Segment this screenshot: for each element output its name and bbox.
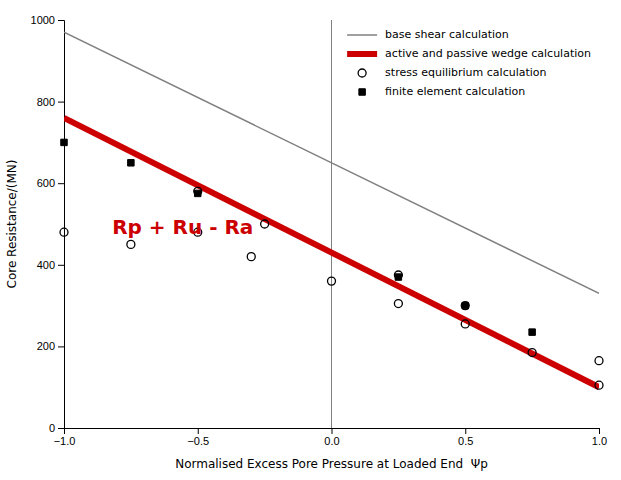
legend-item: active and passive wedge calculation — [347, 47, 591, 60]
data-point — [394, 300, 402, 308]
y-axis: 0 200 400 600 800 1000 — [31, 14, 65, 434]
tick-label: 400 — [37, 259, 55, 271]
tick-mark — [58, 183, 64, 184]
annotation: Rp + Ru - Ra — [112, 215, 253, 239]
tick-label: 1000 — [31, 14, 55, 26]
legend: base shear calculation active and passive… — [347, 28, 591, 98]
tick-mark — [58, 346, 64, 347]
data-point — [247, 253, 255, 261]
tick-mark — [58, 102, 64, 103]
axis-line — [58, 21, 65, 429]
data-point — [461, 302, 469, 310]
tick-label: 0.5 — [458, 435, 473, 447]
tick: 200 — [37, 340, 64, 352]
tick-mark — [198, 428, 199, 434]
legend-label: stress equilibrium calculation — [385, 66, 546, 79]
data-point — [529, 329, 535, 335]
tick-label: 0.0 — [324, 435, 339, 447]
chart: −1.0 −0.5 0.0 0.5 1.0 0 200 400 600 800 1000 Rp + R… — [0, 0, 621, 480]
tick: 400 — [37, 259, 64, 271]
legend-swatch — [347, 34, 377, 36]
data-point — [528, 349, 536, 357]
data-point — [595, 381, 603, 389]
tick-label: 1.0 — [592, 435, 607, 447]
plot: −1.0 −0.5 0.0 0.5 1.0 0 200 400 600 800 1000 Rp + R… — [31, 14, 608, 447]
reference-line — [331, 20, 332, 428]
data-point — [595, 357, 603, 365]
tick: 800 — [37, 96, 64, 108]
tick-label: 200 — [37, 340, 55, 352]
axis-line — [65, 429, 600, 435]
tick-mark — [58, 265, 64, 266]
tick-mark — [599, 428, 600, 434]
y-axis-title: Core Resistance/(MN) — [5, 160, 19, 289]
data-point — [261, 220, 269, 228]
legend-item: base shear calculation — [347, 28, 509, 41]
marks — [60, 20, 603, 428]
x-axis: −1.0 −0.5 0.0 0.5 1.0 — [54, 428, 608, 447]
series-line — [64, 118, 599, 387]
tick-label: 0 — [49, 422, 55, 434]
tick: 1000 — [31, 14, 64, 26]
data-point — [60, 228, 68, 236]
legend-item: finite element calculation — [359, 85, 525, 98]
tick: 1.0 — [592, 428, 607, 447]
data-point — [61, 139, 67, 145]
tick-mark — [465, 428, 466, 434]
legend-label: base shear calculation — [385, 28, 509, 41]
data-point — [395, 274, 401, 280]
legend-swatch — [358, 69, 366, 77]
tick-label: 800 — [37, 96, 55, 108]
data-point — [461, 320, 469, 328]
legend-label: active and passive wedge calculation — [385, 47, 591, 60]
tick: −1.0 — [54, 428, 76, 447]
tick: −0.5 — [187, 428, 209, 447]
data-point — [127, 240, 135, 248]
tick: 0.5 — [458, 428, 473, 447]
tick: 0 — [49, 422, 64, 434]
tick-mark — [58, 20, 64, 21]
legend-swatch — [347, 51, 377, 57]
tick-mark — [332, 428, 333, 434]
tick-label: −1.0 — [54, 435, 76, 447]
data-point — [328, 277, 336, 285]
data-point — [462, 302, 468, 308]
legend-swatch — [359, 89, 365, 95]
tick: 0.0 — [324, 428, 339, 447]
data-point — [128, 160, 134, 166]
tick: 600 — [37, 177, 64, 189]
legend-label: finite element calculation — [385, 85, 525, 98]
tick-mark — [58, 428, 64, 429]
data-point — [195, 190, 201, 196]
legend-item: stress equilibrium calculation — [358, 66, 546, 79]
tick-label: −0.5 — [187, 435, 209, 447]
x-axis-title: Normalised Excess Pore Pressure at Loade… — [175, 457, 488, 471]
tick-label: 600 — [37, 177, 55, 189]
